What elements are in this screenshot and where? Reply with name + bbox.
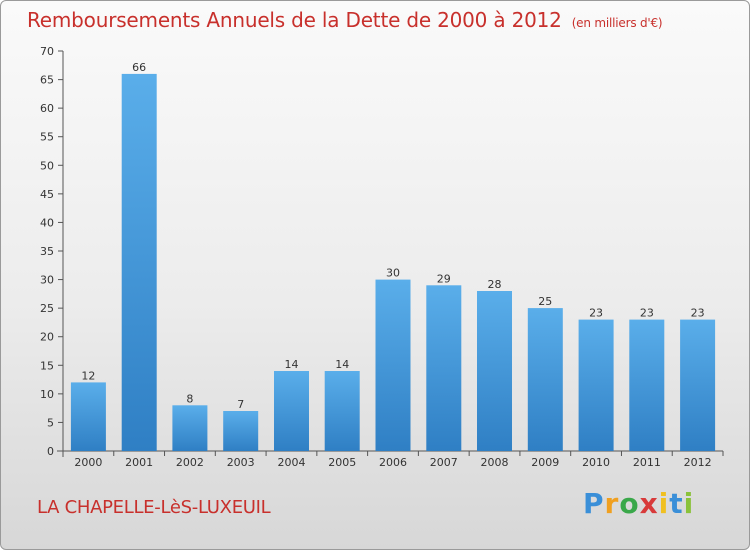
data-label: 14 xyxy=(284,358,298,371)
y-tick-label: 30 xyxy=(40,274,54,287)
bar-2001 xyxy=(121,73,157,452)
data-label: 23 xyxy=(589,307,603,320)
x-tick-label: 2004 xyxy=(277,456,305,469)
data-label: 29 xyxy=(437,272,451,285)
proxiti-logo: Proxiti xyxy=(583,487,694,520)
logo-letter: o xyxy=(619,487,640,520)
y-tick-label: 10 xyxy=(40,388,54,401)
bar-2003 xyxy=(223,411,259,451)
x-tick-label: 2002 xyxy=(176,456,204,469)
logo-letter: r xyxy=(604,487,620,520)
y-tick-label: 45 xyxy=(40,188,54,201)
logo-letter: t xyxy=(669,487,684,520)
data-label: 7 xyxy=(237,398,244,411)
y-tick-label: 60 xyxy=(40,102,54,115)
data-label: 25 xyxy=(538,295,552,308)
x-tick-label: 2007 xyxy=(430,456,458,469)
bar-2005 xyxy=(324,371,360,451)
y-tick-label: 35 xyxy=(40,245,54,258)
bar-2002 xyxy=(172,405,208,451)
chart-title: Remboursements Annuels de la Dette de 20… xyxy=(27,8,663,32)
bar-2010 xyxy=(578,319,614,451)
y-tick-label: 25 xyxy=(40,302,54,315)
y-tick-label: 50 xyxy=(40,159,54,172)
bar-2012 xyxy=(680,319,716,451)
data-label: 23 xyxy=(691,307,705,320)
x-tick-label: 2003 xyxy=(227,456,255,469)
chart-unit: (en milliers d'€) xyxy=(571,16,663,30)
bar-2008 xyxy=(477,291,512,451)
x-tick-label: 2009 xyxy=(531,456,559,469)
x-tick-label: 2000 xyxy=(74,456,102,469)
logo-letter: i xyxy=(683,487,695,520)
logo-letter: P xyxy=(583,487,605,520)
x-tick-label: 2012 xyxy=(684,456,712,469)
x-tick-label: 2008 xyxy=(481,456,509,469)
y-tick-label: 55 xyxy=(40,131,54,144)
logo-letter: i xyxy=(658,487,670,520)
y-tick-label: 15 xyxy=(40,359,54,372)
commune-name: LA CHAPELLE-LèS-LUXEUIL xyxy=(37,497,271,518)
x-tick-label: 2005 xyxy=(328,456,356,469)
bar-2006 xyxy=(375,279,411,451)
data-label: 14 xyxy=(335,358,349,371)
y-tick-label: 5 xyxy=(47,416,54,429)
y-tick-label: 0 xyxy=(47,445,54,458)
data-label: 30 xyxy=(386,267,400,280)
x-tick-label: 2011 xyxy=(633,456,661,469)
data-label: 28 xyxy=(488,278,502,291)
bar-2007 xyxy=(426,285,462,451)
chart-title-text: Remboursements Annuels de la Dette de 20… xyxy=(27,8,562,32)
data-label: 66 xyxy=(132,61,146,74)
bar-2009 xyxy=(527,308,563,451)
data-label: 8 xyxy=(186,392,193,405)
data-label: 23 xyxy=(640,307,654,320)
bar-2011 xyxy=(629,319,665,451)
data-label: 12 xyxy=(81,369,95,382)
y-tick-label: 65 xyxy=(40,74,54,87)
y-tick-label: 20 xyxy=(40,331,54,344)
logo-letter: x xyxy=(639,487,659,520)
x-tick-label: 2010 xyxy=(582,456,610,469)
y-tick-label: 40 xyxy=(40,216,54,229)
bar-2004 xyxy=(274,371,309,451)
x-tick-label: 2001 xyxy=(125,456,153,469)
bar-2000 xyxy=(70,382,106,451)
y-tick-label: 70 xyxy=(40,45,54,58)
x-tick-label: 2006 xyxy=(379,456,407,469)
